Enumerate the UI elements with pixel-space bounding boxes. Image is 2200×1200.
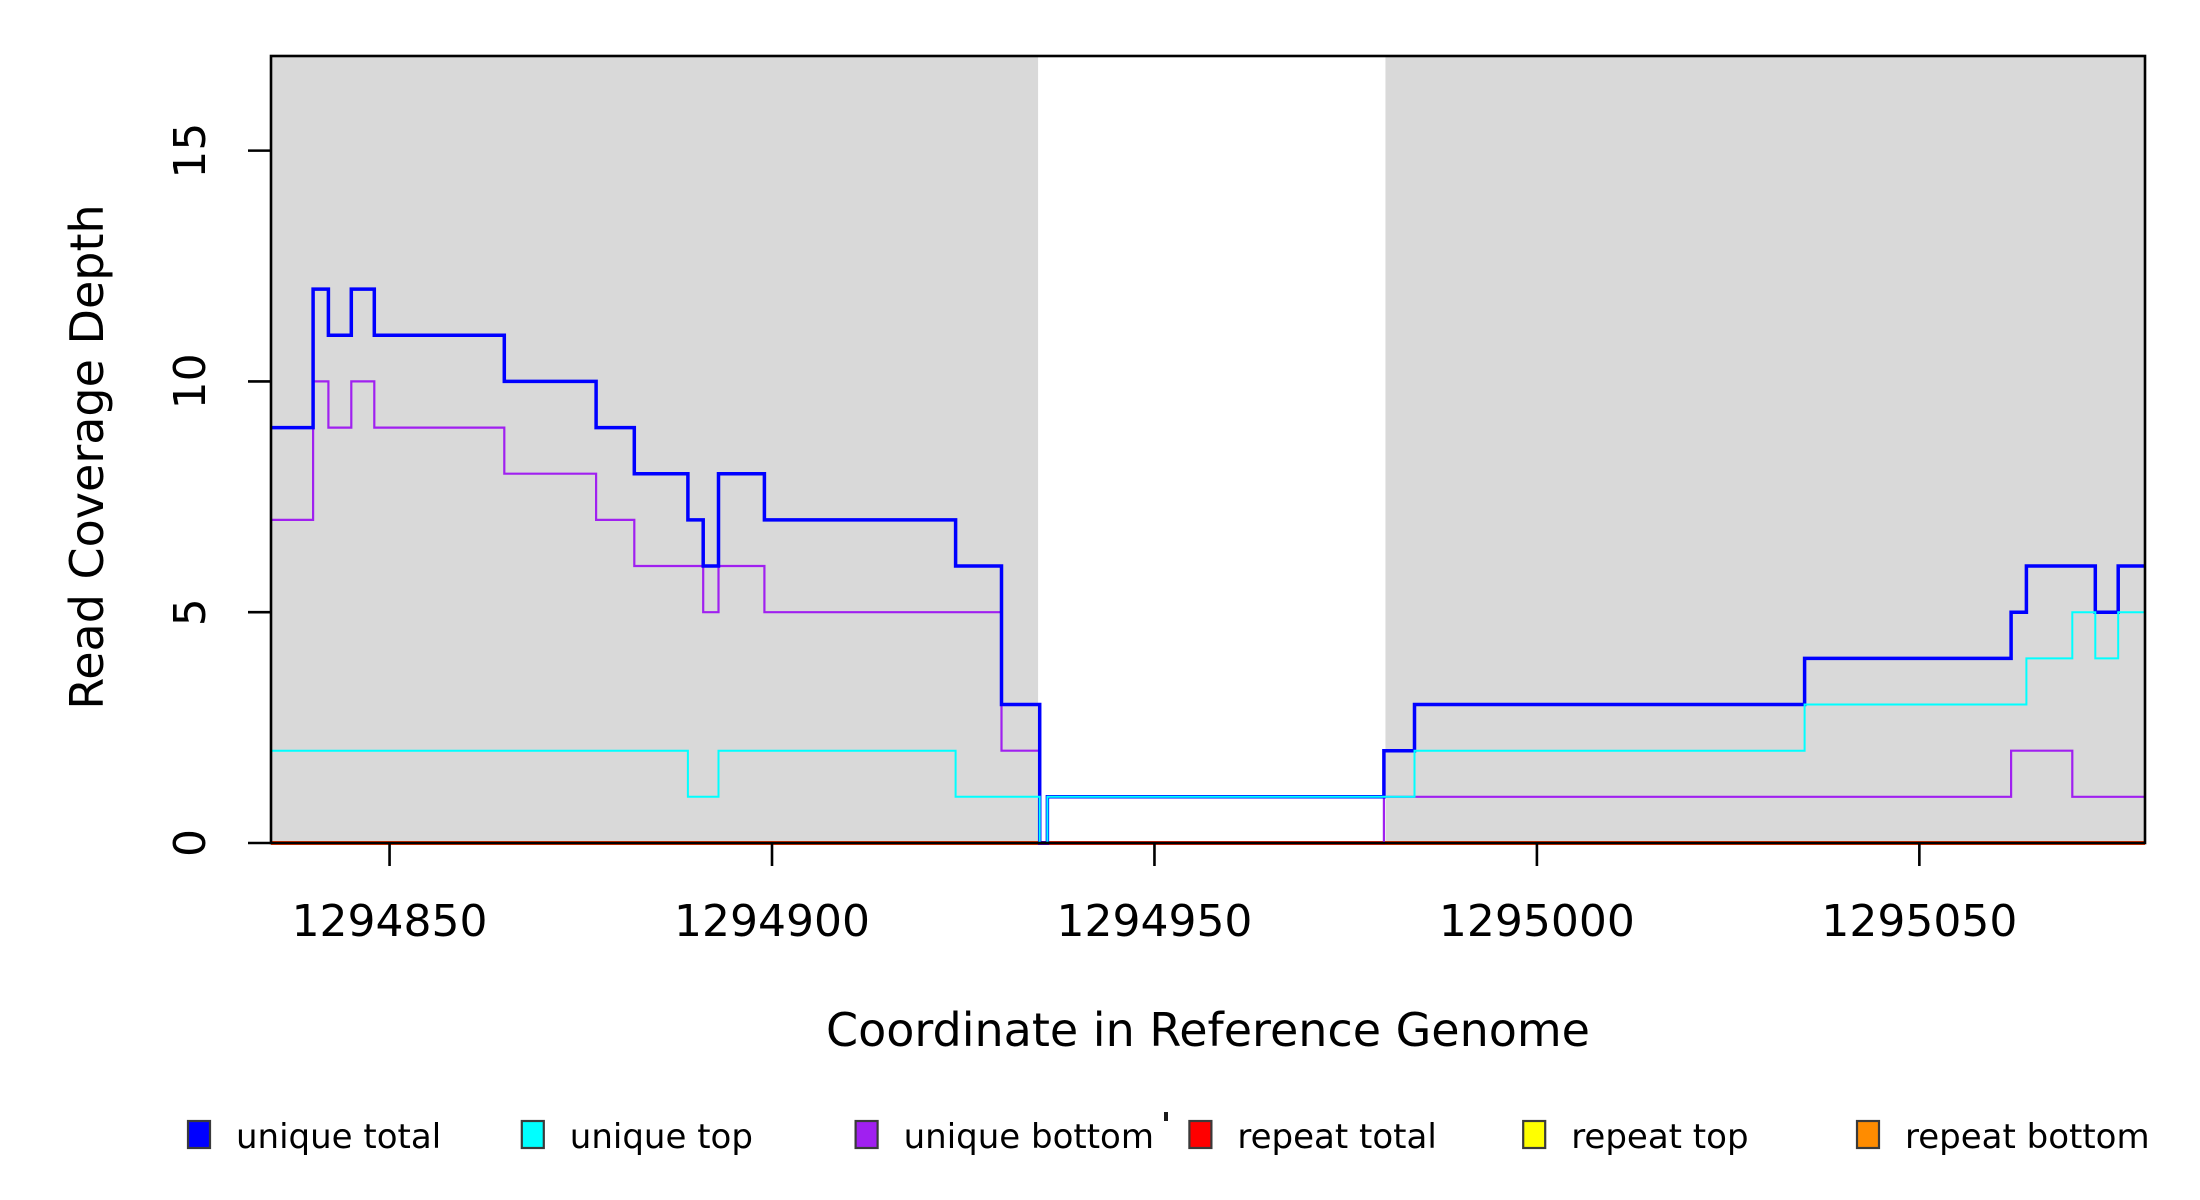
- y-axis-title: Read Coverage Depth: [60, 204, 114, 709]
- repeat-region-gap: [1038, 56, 1386, 843]
- legend: unique total unique top unique bottom repea…: [186, 1117, 2150, 1157]
- legend-swatch-repeat-top: [1522, 1119, 1547, 1150]
- legend-swatch-unique-total: [186, 1119, 212, 1150]
- x-axis-title: Coordinate in Reference Genome: [826, 1003, 1590, 1057]
- x-tick-label-1295050: 1295050: [1821, 896, 2017, 947]
- legend-label-repeat-top: repeat top: [1571, 1117, 1748, 1157]
- background-regions: [271, 56, 2145, 843]
- stray-dot-artifact: [1164, 1112, 1168, 1121]
- legend-label-repeat-total: repeat total: [1237, 1117, 1436, 1157]
- legend-swatch-repeat-total: [1188, 1119, 1213, 1150]
- plot-frame: [269, 54, 2147, 845]
- series-line-unique-total: [271, 287, 2145, 845]
- x-tick-label-1294900: 1294900: [674, 896, 870, 947]
- legend-label-unique-bottom: unique bottom: [904, 1117, 1154, 1157]
- legend-swatch-repeat-bottom: [1855, 1119, 1881, 1150]
- legend-label-repeat-bottom: repeat bottom: [1905, 1117, 2150, 1157]
- axis-ticks: 0 5 10 15 1294850 1294900 1294950 1295000 129505…: [165, 123, 2017, 947]
- legend-label-unique-top: unique top: [570, 1117, 753, 1157]
- series-line-unique-top: [271, 611, 2145, 844]
- y-tick-label-0: 0: [165, 829, 216, 857]
- x-tick-label-1294850: 1294850: [292, 896, 488, 947]
- legend-swatch-unique-bottom: [854, 1119, 879, 1150]
- plot-border: [269, 54, 2147, 845]
- x-tick-label-1295000: 1295000: [1439, 896, 1635, 947]
- x-tick-label-1294950: 1294950: [1056, 896, 1252, 947]
- legend-label-unique-total: unique total: [236, 1117, 441, 1157]
- unique-region-right: [1385, 56, 2145, 843]
- y-tick-label-15: 15: [165, 123, 216, 179]
- y-tick-label-5: 5: [165, 598, 216, 626]
- unique-region-left: [271, 56, 1039, 843]
- legend-swatch-unique-top: [520, 1119, 545, 1150]
- y-tick-label-10: 10: [165, 353, 216, 409]
- series-line-unique-bottom: [271, 380, 2145, 845]
